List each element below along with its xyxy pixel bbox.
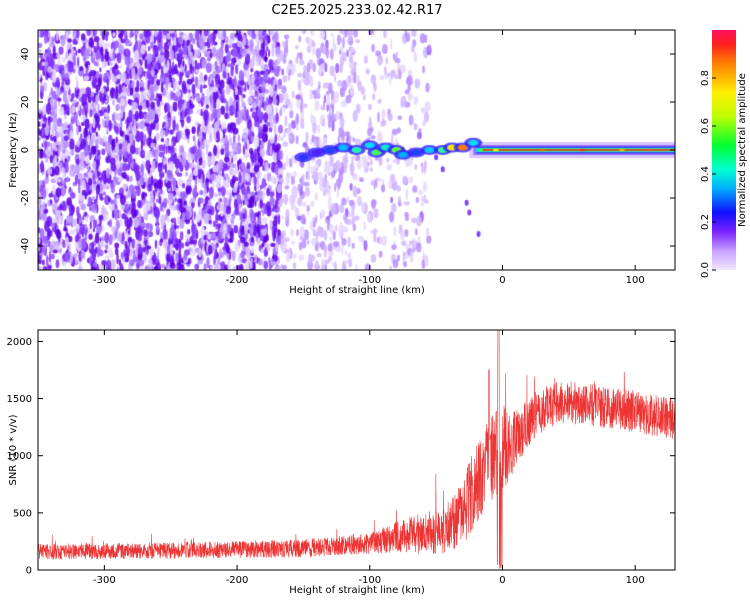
- colorbar: 0.0 0.2 0.4 0.6 0.8 Normalized spectral ampl…: [700, 30, 748, 278]
- snr-y-tick-label: 2000: [7, 337, 32, 348]
- snr-x-tick-label: -200: [226, 575, 249, 586]
- spectrogram-image: [38, 30, 675, 270]
- snr-series-line: [38, 330, 675, 570]
- snr-frame: [37, 329, 676, 571]
- snr-xlabel: Height of straight line (km): [289, 585, 425, 596]
- snr-y-tick-label: 0: [26, 566, 32, 577]
- figure-title: C2E5.2025.233.02.42.R17: [271, 3, 442, 18]
- snr-y-tick-label: 500: [13, 508, 32, 519]
- spectrogram-x-tick-label: 0: [499, 275, 505, 286]
- spectrogram-x-tick-label: 100: [626, 275, 645, 286]
- snr-y-ticks: 0 500 1000 1500 2000: [7, 337, 675, 577]
- spectrogram-y-ticks: -40 -20 0 20 40: [20, 48, 675, 254]
- spectrogram-y-tick-label: 20: [20, 96, 31, 109]
- spectrogram-ylabel: Frequency (Hz): [8, 112, 19, 188]
- colorbar-tick-label: 0.6: [700, 118, 711, 134]
- spectrogram-y-tick-label: 0: [20, 147, 31, 153]
- spectrogram-xlabel: Height of straight line (km): [289, 285, 425, 296]
- snr-ylabel: SNR (10 * v/v): [8, 414, 19, 485]
- spectrogram-y-tick-label: -40: [20, 238, 31, 254]
- snr-x-ticks: -300 -200 -100 0 100: [93, 330, 645, 586]
- snr-x-tick-label: 100: [626, 575, 645, 586]
- snr-x-tick-label: -100: [358, 575, 381, 586]
- colorbar-gradient: [712, 30, 736, 270]
- colorbar-ticks: 0.0 0.2 0.4 0.6 0.8: [700, 70, 716, 278]
- snr-plot-area: [38, 330, 675, 570]
- snr-x-tick-label: 0: [499, 575, 505, 586]
- colorbar-label: Normalized spectral amplitude: [737, 73, 748, 227]
- spectrogram-x-tick-label: -300: [93, 275, 116, 286]
- snr-x-tick-label: -300: [93, 575, 116, 586]
- spectrogram-x-tick-label: -200: [226, 275, 249, 286]
- snr-y-tick-label: 1000: [7, 451, 32, 462]
- spectrogram-y-tick-label: 40: [20, 48, 31, 61]
- colorbar-tick-label: 0.8: [700, 70, 711, 86]
- snr-y-tick-label: 1500: [7, 394, 32, 405]
- colorbar-tick-label: 0.0: [700, 262, 711, 278]
- colorbar-tick-label: 0.2: [700, 214, 711, 230]
- snr-panel: -300 -200 -100 0 100 0 500 1000 1500 2000 Height…: [7, 329, 676, 596]
- spectrogram-y-tick-label: -20: [20, 190, 31, 206]
- spectrogram-raster: [38, 30, 675, 270]
- colorbar-tick-label: 0.4: [700, 166, 711, 182]
- spectrogram-x-ticks: -300 -200 -100 0 100: [93, 30, 645, 286]
- spectrogram-x-tick-label: -100: [358, 275, 381, 286]
